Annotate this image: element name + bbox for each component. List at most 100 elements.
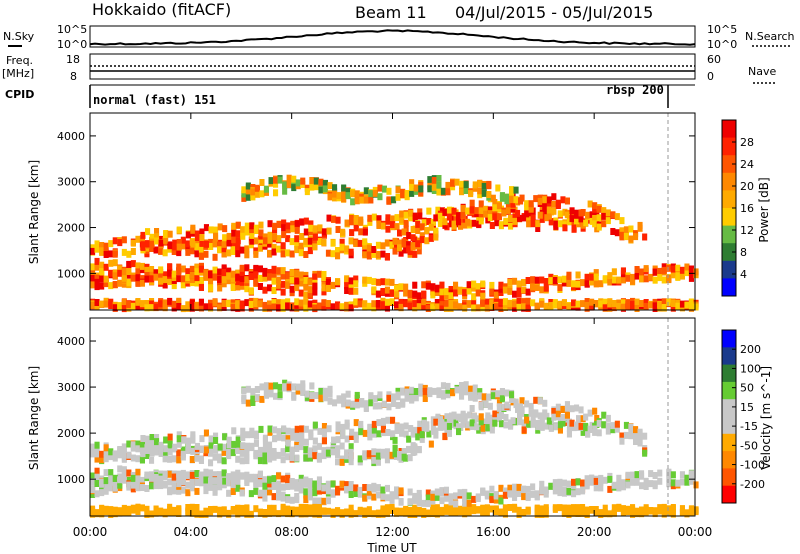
echo-cell [445,181,451,189]
echo-cell [499,192,505,200]
echo-cell [459,387,465,395]
echo-cell [487,214,493,222]
echo-cell [362,242,368,250]
echo-cell [648,507,654,514]
y-tick-label: 1000 [57,267,85,280]
echo-cell [593,484,599,492]
echo-cell [348,453,354,461]
echo-cell [472,394,478,402]
echo-cell [330,448,336,456]
echo-cell [430,291,436,299]
echo-cell [198,265,204,273]
echo-cell [566,430,572,438]
echo-cell [267,284,273,292]
echo-cell [262,476,268,484]
echo-cell [108,475,114,483]
echo-cell [221,443,227,451]
echo-cell [593,300,599,307]
echo-cell [230,488,236,495]
echo-cell [509,396,515,403]
echo-cell [489,485,495,493]
echo-cell [384,298,390,306]
colorbar-segment [722,137,736,156]
echo-cell [303,237,309,245]
echo-cell [99,478,105,486]
echo-cell [339,480,345,488]
echo-cell [630,471,636,479]
echo-cell [217,223,223,231]
echo-cell [262,488,268,496]
echo-cell [430,304,436,312]
echo-cell [395,401,401,409]
echo-cell [194,507,200,515]
echo-cell [362,450,368,458]
echo-cell [499,395,505,403]
echo-cell [498,508,504,516]
echo-cell [208,480,214,488]
echo-cell [366,484,372,492]
echo-cell [276,451,282,459]
echo-cell [267,300,273,308]
echo-cell [257,300,263,308]
echo-cell [478,418,484,426]
echo-cell [313,177,319,185]
echo-cell [208,448,214,456]
echo-cell [126,271,132,279]
freq-label: Freq. [6,54,33,67]
echo-cell [230,284,236,291]
echo-cell [248,273,254,280]
echo-cell [480,304,486,312]
echo-cell [376,430,382,438]
echo-cell [194,442,200,450]
echo-cell [557,489,563,497]
echo-cell [303,446,309,454]
echo-cell [226,239,232,247]
echo-cell [561,279,567,287]
echo-cell [267,505,273,513]
echo-cell [477,392,483,400]
echo-cell [451,222,457,230]
echo-cell [322,185,328,193]
echo-cell [162,249,168,257]
echo-cell [303,300,309,307]
echo-cell [354,401,360,409]
echo-cell [235,230,241,238]
echo-cell [614,420,620,428]
echo-cell [486,393,492,401]
echo-cell [276,489,282,497]
echo-cell [171,270,177,278]
echo-cell [533,410,539,418]
echo-cell [528,205,534,213]
echo-cell [291,184,297,192]
freq-tick-top: 18 [66,53,80,66]
echo-cell [213,437,219,444]
velocity-colorbar-label: Velocity [m s^-1] [759,366,773,470]
echo-cell [377,184,383,192]
echo-cell [262,452,268,460]
echo-cell [390,221,396,229]
echo-cell [498,497,504,505]
echo-cell [273,392,279,400]
echo-cell [639,275,645,283]
echo-cell [285,226,291,234]
echo-cell [562,224,568,232]
echo-cell [249,222,255,230]
echo-cell [478,206,484,214]
echo-cell [290,220,296,228]
echo-cell [180,236,186,244]
beam-label: Beam 11 [355,3,427,22]
echo-cell [208,435,214,443]
echo-cell [285,427,291,435]
echo-cell [480,292,486,300]
echo-cell [303,283,309,291]
echo-cell [493,291,499,299]
echo-cell [318,178,324,186]
echo-cell [222,234,228,242]
echo-cell [560,414,566,421]
echo-cell [371,304,377,312]
echo-cell [358,428,364,436]
echo-cell [335,278,341,286]
echo-cell [495,390,501,398]
echo-cell [221,269,227,276]
